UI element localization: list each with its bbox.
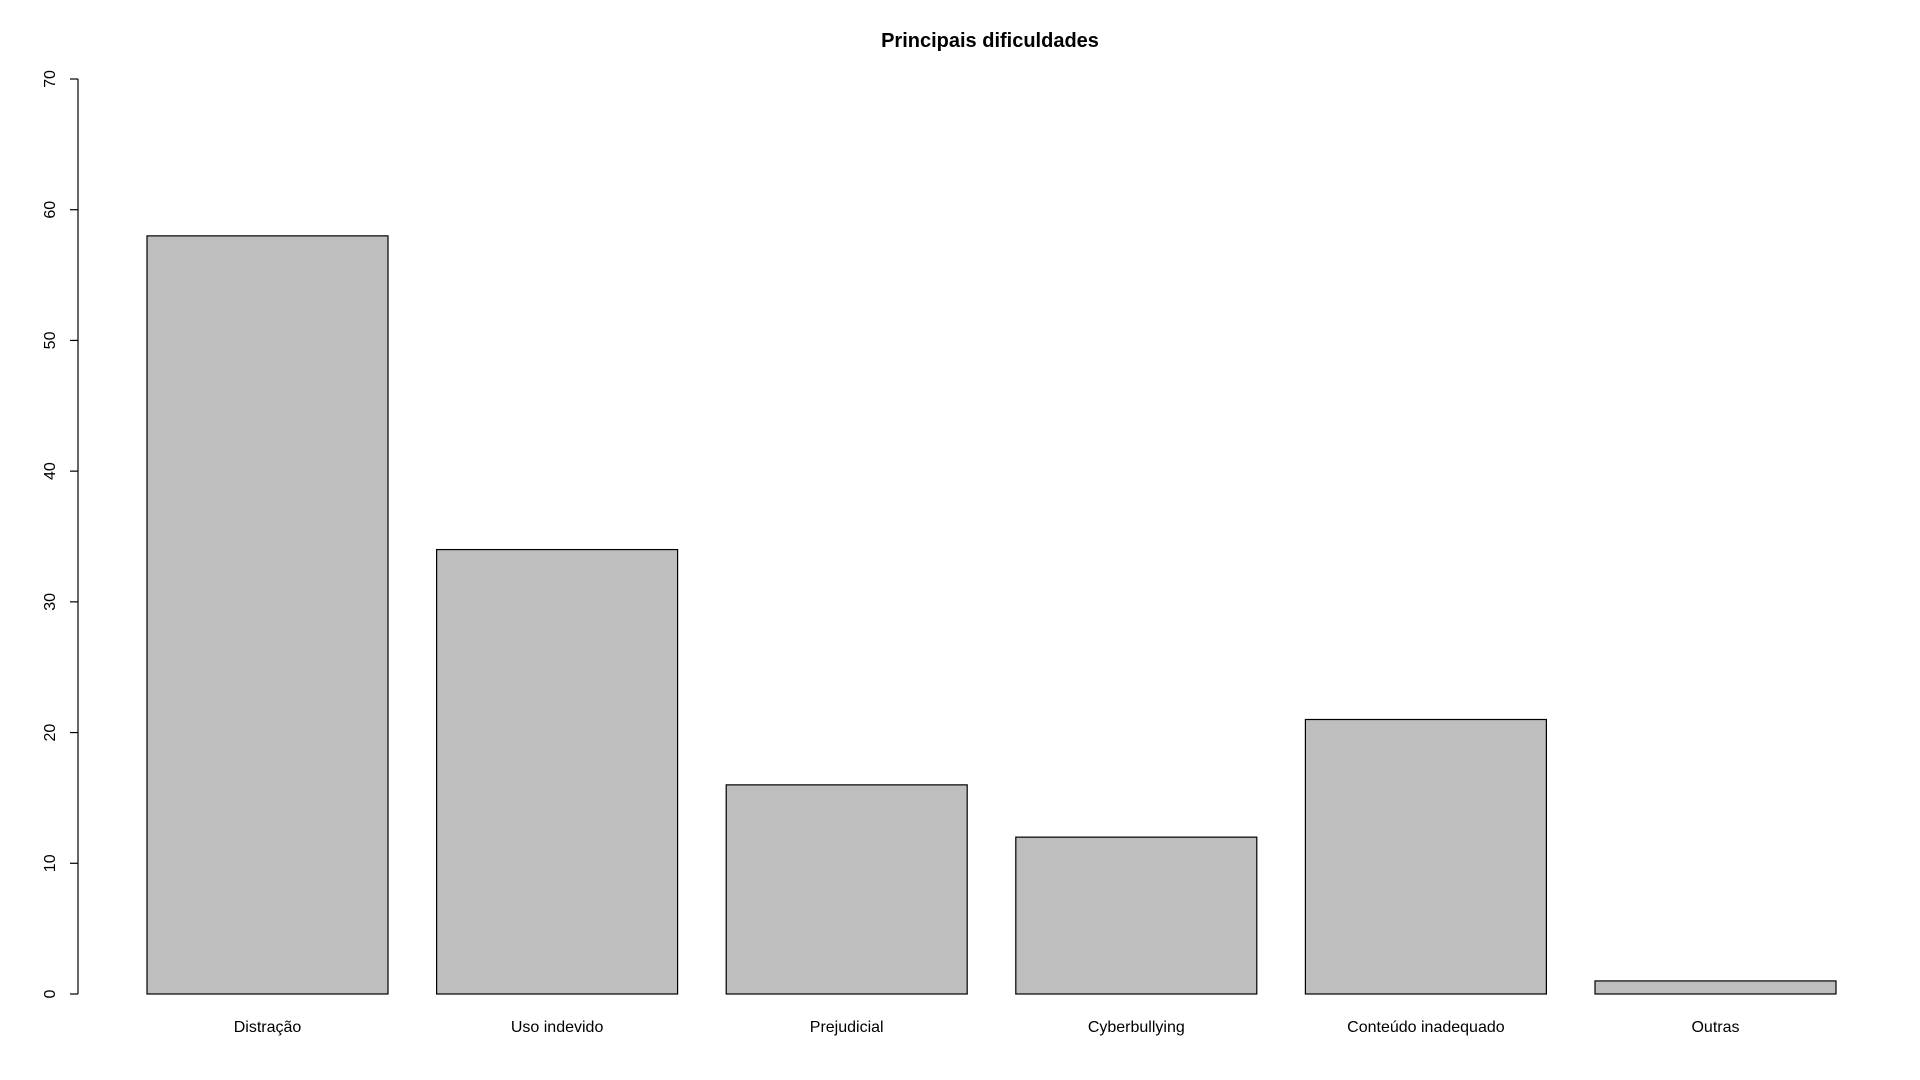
y-tick-label: 30 [42, 593, 59, 611]
y-tick-label: 20 [42, 724, 59, 742]
x-tick-label: Prejudicial [810, 1019, 884, 1036]
x-axis-labels: Distração Uso indevido Prejudicial Cyberbul… [234, 1019, 1740, 1036]
y-axis: 0 10 20 30 40 50 60 70 [42, 70, 79, 998]
chart-title: Principais dificuldades [881, 30, 1099, 52]
y-tick-label: 10 [42, 854, 59, 872]
y-tick-label: 0 [42, 989, 59, 998]
bar [146, 235, 389, 995]
x-tick-label: Conteúdo inadequado [1347, 1019, 1505, 1036]
x-tick-label: Uso indevido [511, 1019, 604, 1036]
x-tick-label: Distração [234, 1019, 302, 1036]
x-tick-label: Cyberbullying [1088, 1019, 1185, 1036]
y-tick-label: 60 [42, 201, 59, 219]
y-tick-label: 50 [42, 331, 59, 349]
bar [1594, 980, 1837, 995]
y-tick-label: 40 [42, 462, 59, 480]
x-tick-label: Outras [1691, 1019, 1739, 1036]
y-tick-label: 70 [42, 70, 59, 88]
bars [146, 235, 1837, 995]
bar [1304, 718, 1548, 995]
bar [725, 784, 968, 995]
bar [436, 548, 679, 995]
bar [1015, 836, 1258, 995]
